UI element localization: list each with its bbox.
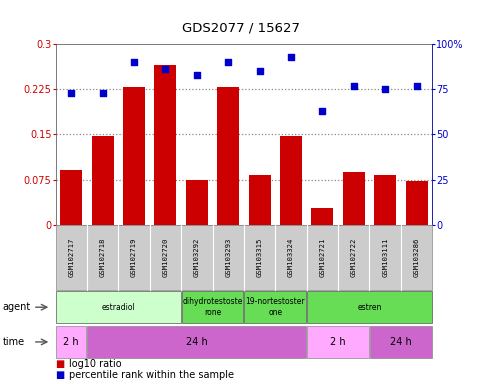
Point (193, 72, 201, 78)
Text: dihydrotestoste
rone: dihydrotestoste rone (183, 298, 243, 317)
Text: GSM103286: GSM103286 (413, 238, 420, 277)
Text: time: time (2, 337, 25, 347)
Point (382, 86, 389, 92)
Text: ■: ■ (56, 359, 65, 369)
Bar (123, 88, 145, 225)
Point (256, 68, 264, 74)
Text: GSM102717: GSM102717 (68, 238, 74, 277)
Text: estradiol: estradiol (101, 303, 135, 312)
Text: 2 h: 2 h (63, 337, 79, 347)
Text: 19-nortestoster
one: 19-nortestoster one (245, 298, 305, 317)
Point (224, 59, 232, 65)
Text: estren: estren (357, 303, 382, 312)
Point (99, 90, 107, 96)
Text: GSM103111: GSM103111 (382, 238, 388, 277)
Point (130, 59, 138, 65)
Point (287, 54, 295, 60)
Bar (343, 172, 365, 225)
Text: GDS2077 / 15627: GDS2077 / 15627 (183, 21, 300, 34)
Bar (406, 181, 427, 225)
Text: log10 ratio: log10 ratio (69, 359, 122, 369)
Text: 2 h: 2 h (330, 337, 346, 347)
Bar (280, 136, 302, 225)
Text: GSM102721: GSM102721 (319, 238, 326, 277)
Text: agent: agent (2, 302, 30, 312)
Text: GSM102720: GSM102720 (162, 238, 169, 277)
Text: GSM103293: GSM103293 (225, 238, 231, 277)
Bar (249, 175, 270, 225)
Point (319, 108, 327, 114)
Text: GSM103315: GSM103315 (256, 238, 263, 277)
Bar (312, 208, 333, 225)
Text: 24 h: 24 h (390, 337, 412, 347)
Text: GSM103292: GSM103292 (194, 238, 200, 277)
Point (350, 83, 357, 89)
Bar (374, 175, 396, 225)
Point (412, 83, 420, 89)
Bar (60, 170, 82, 225)
Text: percentile rank within the sample: percentile rank within the sample (69, 370, 234, 380)
Point (161, 66, 170, 73)
Text: GSM102718: GSM102718 (99, 238, 106, 277)
Bar (155, 65, 176, 225)
Text: GSM102719: GSM102719 (131, 238, 137, 277)
Point (68, 90, 75, 96)
Text: 24 h: 24 h (186, 337, 208, 347)
Text: GSM102722: GSM102722 (351, 238, 357, 277)
Bar (217, 88, 239, 225)
Bar (186, 180, 208, 225)
Text: GSM103324: GSM103324 (288, 238, 294, 277)
Text: ■: ■ (56, 370, 65, 380)
Bar (92, 136, 114, 225)
